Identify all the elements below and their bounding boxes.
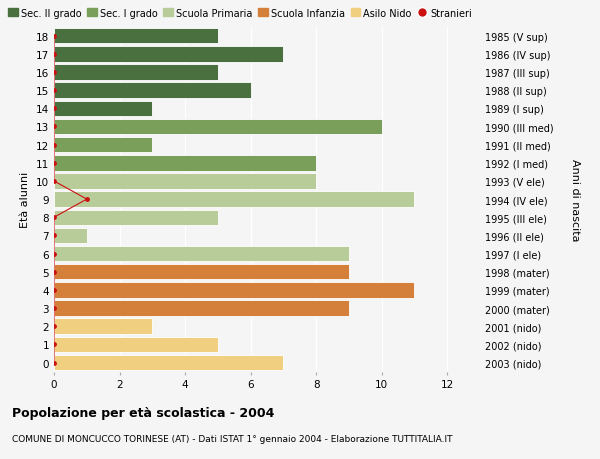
Bar [54, 138, 152, 153]
Bar [54, 283, 415, 298]
Bar [54, 65, 218, 80]
Text: COMUNE DI MONCUCCO TORINESE (AT) - Dati ISTAT 1° gennaio 2004 - Elaborazione TUT: COMUNE DI MONCUCCO TORINESE (AT) - Dati … [12, 434, 452, 443]
Bar [54, 83, 251, 99]
Bar [54, 119, 382, 135]
Bar [54, 301, 349, 316]
Bar [54, 246, 349, 262]
Bar [54, 264, 349, 280]
Bar [54, 337, 218, 353]
Bar [54, 192, 415, 207]
Bar [54, 29, 218, 45]
Y-axis label: Anni di nascita: Anni di nascita [570, 158, 580, 241]
Bar [54, 101, 152, 117]
Bar [54, 319, 152, 334]
Bar [54, 174, 316, 189]
Bar [54, 210, 218, 225]
Bar [54, 156, 316, 171]
Bar [54, 355, 283, 370]
Bar [54, 228, 87, 244]
Bar [54, 47, 283, 62]
Text: Popolazione per età scolastica - 2004: Popolazione per età scolastica - 2004 [12, 406, 274, 419]
Legend: Sec. II grado, Sec. I grado, Scuola Primaria, Scuola Infanzia, Asilo Nido, Stran: Sec. II grado, Sec. I grado, Scuola Prim… [4, 5, 476, 22]
Y-axis label: Età alunni: Età alunni [20, 172, 31, 228]
